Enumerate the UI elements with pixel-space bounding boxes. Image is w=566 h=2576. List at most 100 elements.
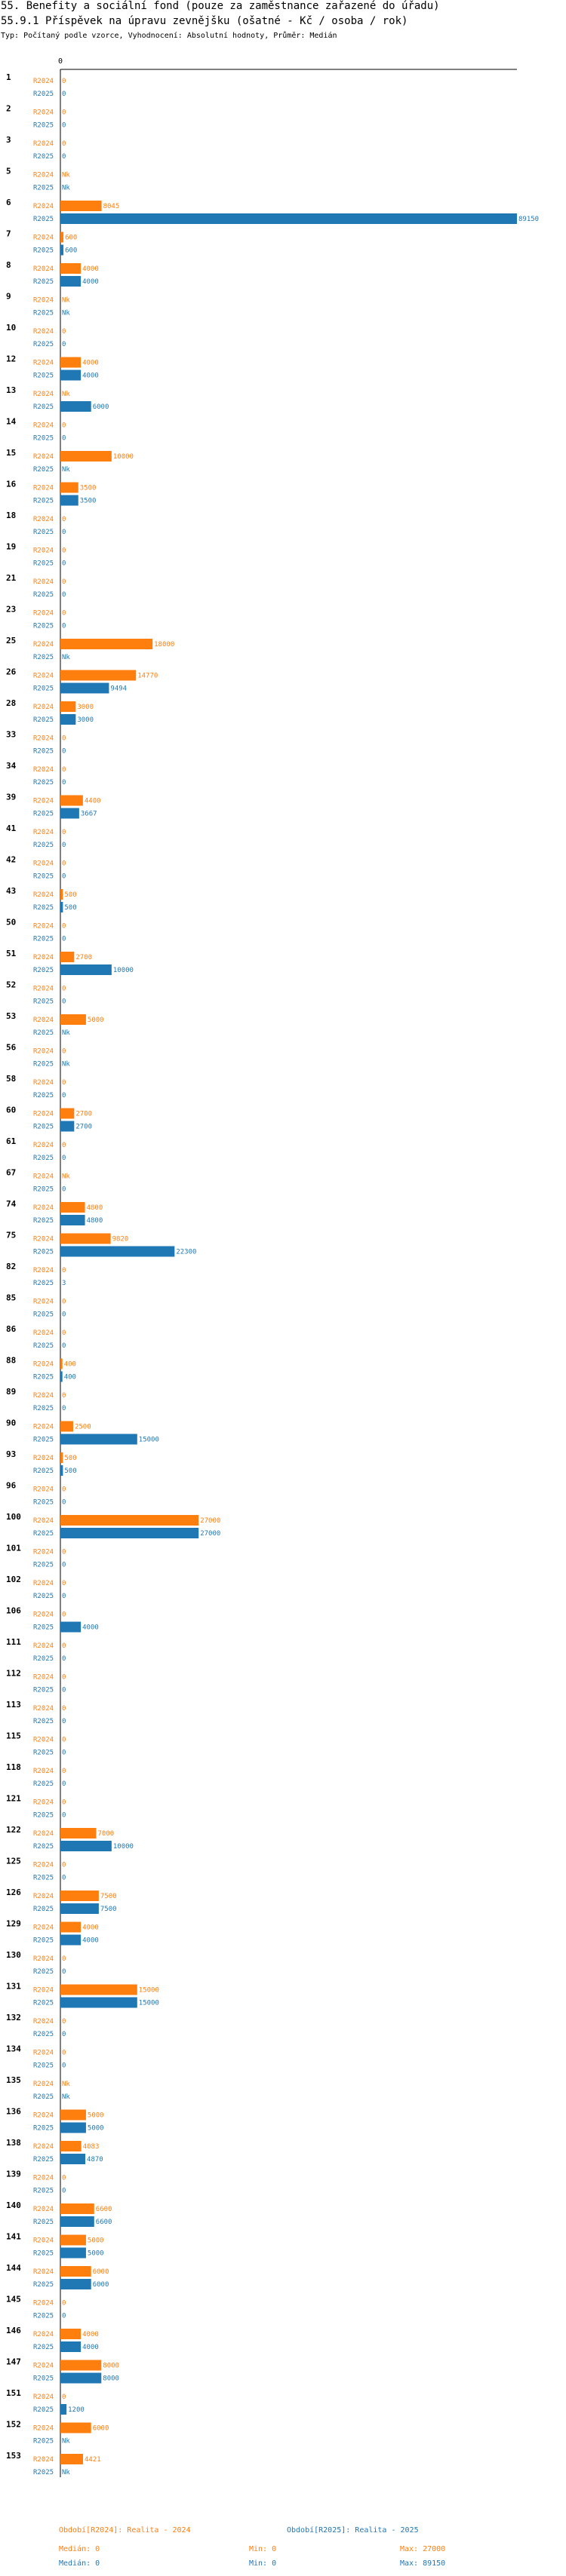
series-label-r2024: R2024 [33, 1204, 54, 1212]
series-label-r2024: R2024 [33, 2300, 54, 2308]
series-label-r2024: R2024 [33, 1111, 54, 1118]
bar-r2024 [60, 2203, 94, 2214]
row-id-label: 100 [6, 1512, 21, 1522]
data-label-r2024: 0 [62, 109, 66, 117]
data-label-r2025: 7500 [100, 1906, 117, 1913]
data-label-r2024: 0 [62, 1486, 66, 1494]
series-label-r2025: R2025 [33, 1750, 54, 1757]
bar-r2025 [60, 1934, 82, 1946]
bar-r2025 [60, 2216, 94, 2227]
series-label-r2025: R2025 [33, 685, 54, 693]
series-label-r2025: R2025 [33, 2281, 54, 2289]
row-id-label: 96 [6, 1481, 17, 1491]
series-label-r2025: R2025 [33, 216, 54, 223]
data-label-r2025: 6000 [93, 2281, 109, 2289]
series-label-r2024: R2024 [33, 360, 54, 367]
data-label-r2025: 0 [62, 842, 66, 849]
data-label-r2025: Nk [62, 1061, 70, 1069]
bar-r2025 [60, 2247, 86, 2259]
data-label-r2025: 0 [62, 341, 66, 348]
data-label-r2025: 0 [62, 936, 66, 943]
data-label-r2025: 0 [62, 779, 66, 787]
series-label-r2025: R2025 [33, 1718, 54, 1725]
series-label-r2025: R2025 [33, 2406, 54, 2414]
series-label-r2024: R2024 [33, 1267, 54, 1274]
row-id-label: 145 [6, 2295, 21, 2305]
row-id-label: 118 [6, 1762, 21, 1772]
data-label-r2024: 0 [62, 2300, 66, 2308]
series-label-r2024: R2024 [33, 986, 54, 993]
data-label-r2024: 0 [62, 829, 66, 836]
data-label-r2025: 0 [62, 153, 66, 161]
series-label-r2024: R2024 [33, 391, 54, 398]
data-label-r2024: 4400 [85, 798, 101, 805]
data-label-r2024: 0 [62, 1612, 66, 1619]
row-id-label: 67 [6, 1168, 16, 1178]
bar-r2024 [60, 795, 83, 806]
data-label-r2024: 0 [62, 1142, 66, 1149]
bar-r2024 [60, 2109, 86, 2121]
data-label-r2025: 0 [62, 1499, 66, 1507]
data-label-r2025: 500 [64, 904, 76, 912]
bar-r2024 [60, 889, 63, 900]
data-label-r2025: 6600 [96, 2219, 112, 2226]
data-label-r2024: 8000 [103, 2363, 119, 2370]
series-label-r2024: R2024 [33, 516, 54, 523]
data-label-r2024: 0 [62, 986, 66, 993]
data-label-r2024: 9820 [112, 1236, 129, 1244]
series-label-r2024: R2024 [33, 1299, 54, 1306]
data-label-r2025: 0 [62, 90, 66, 98]
row-id-label: 122 [6, 1825, 21, 1835]
data-label-r2024: 0 [62, 1079, 66, 1087]
row-id-label: 112 [6, 1669, 21, 1679]
row-id-label: 9 [6, 292, 11, 302]
series-label-r2025: R2025 [33, 341, 54, 348]
series-label-r2024: R2024 [33, 297, 54, 305]
bar-r2024 [60, 2360, 102, 2371]
row-id-label: 16 [6, 480, 17, 489]
bar-r2024 [60, 701, 76, 712]
series-label-r2025: R2025 [33, 1374, 54, 1382]
series-label-r2025: R2025 [33, 90, 54, 98]
data-label-r2025: Nk [62, 2438, 70, 2446]
data-label-r2025: 22300 [176, 1249, 196, 1256]
series-label-r2024: R2024 [33, 641, 54, 649]
series-label-r2025: R2025 [33, 122, 54, 130]
data-label-r2024: 0 [62, 1048, 66, 1056]
series-label-r2024: R2024 [33, 1017, 54, 1024]
data-label-r2025: 4000 [82, 2344, 99, 2351]
series-label-r2025: R2025 [33, 2093, 54, 2101]
series-label-r2024: R2024 [33, 1329, 54, 1337]
data-label-r2024: 600 [65, 235, 77, 242]
series-label-r2025: R2025 [33, 779, 54, 787]
series-label-r2025: R2025 [33, 1405, 54, 1412]
data-label-r2025: 10000 [113, 1843, 134, 1851]
series-label-r2025: R2025 [33, 1687, 54, 1694]
series-label-r2025: R2025 [33, 2031, 54, 2038]
series-label-r2025: R2025 [33, 1155, 54, 1162]
series-label-r2024: R2024 [33, 1455, 54, 1462]
bar-r2025 [60, 1997, 137, 2008]
bar-r2024 [60, 952, 75, 962]
data-label-r2024: 7000 [98, 1830, 115, 1838]
bar-r2025 [60, 401, 91, 412]
row-id-label: 82 [6, 1262, 16, 1271]
data-label-r2024: 0 [62, 610, 66, 618]
series-label-r2024: R2024 [33, 453, 54, 461]
data-label-r2025: 0 [62, 1875, 66, 1882]
bar-r2024 [60, 263, 82, 274]
bar-chart: 0 1 R2024 0 R2025 0 2 R2024 0 R2025 0 3 R2024 0 R2025 0… [6, 57, 539, 2477]
row-id-label: 34 [6, 761, 17, 771]
series-label-r2024: R2024 [33, 2456, 54, 2464]
data-label-r2025: 0 [62, 122, 66, 130]
series-label-r2024: R2024 [33, 2363, 54, 2370]
data-label-r2025: 0 [62, 529, 66, 536]
bar-r2024 [60, 1358, 63, 1369]
series-label-r2025: R2025 [33, 842, 54, 849]
row-id-label: 138 [6, 2138, 21, 2148]
bar-r2024 [60, 357, 82, 368]
data-label-r2025: 27000 [200, 1530, 220, 1538]
data-label-r2024: 5000 [88, 2112, 104, 2120]
data-label-r2024: 6600 [96, 2206, 112, 2213]
data-label-r2024: Nk [62, 297, 70, 305]
